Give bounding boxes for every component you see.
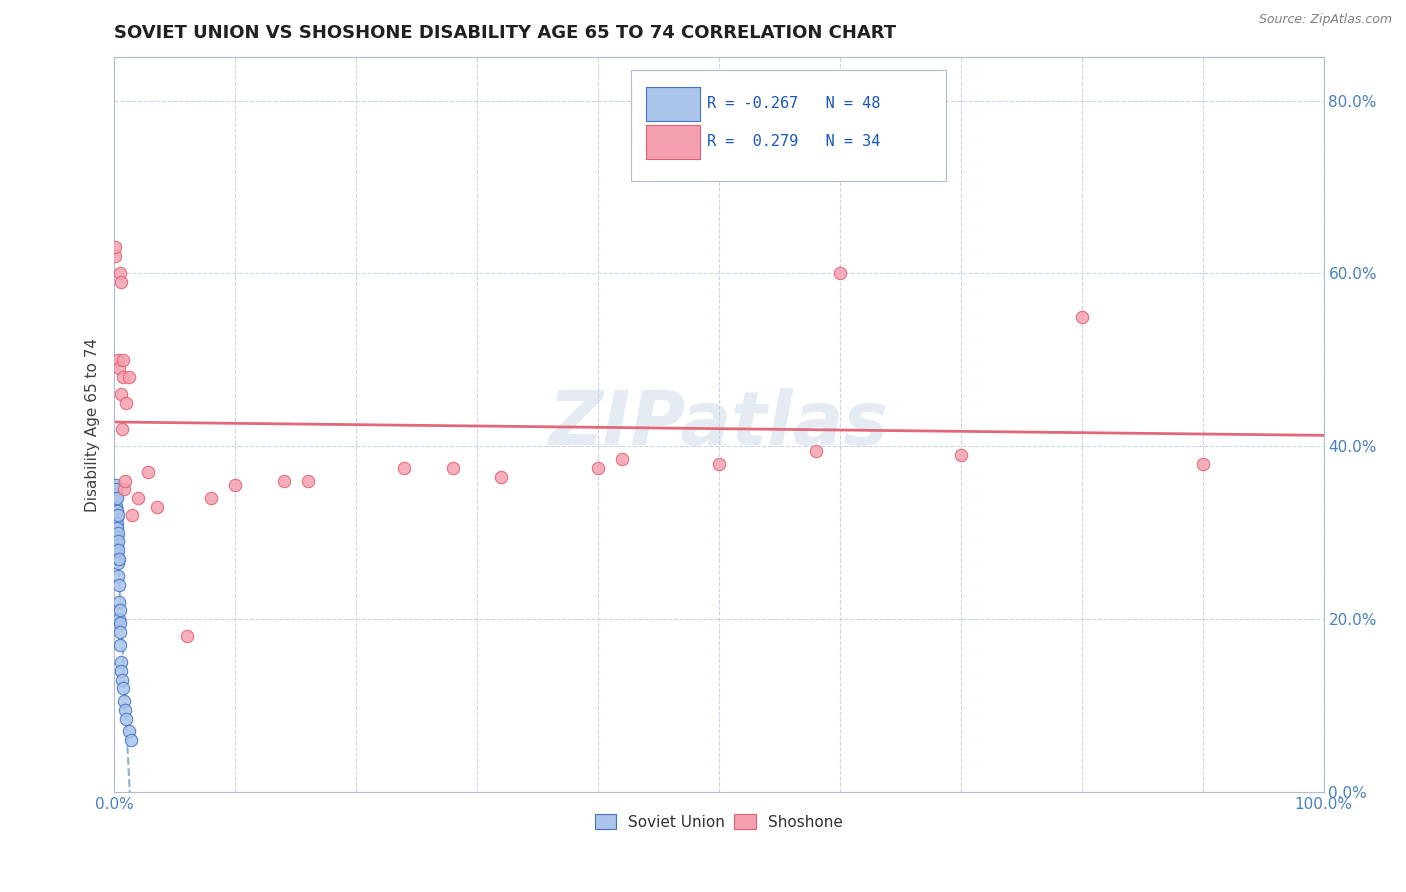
Point	[136, 465, 159, 479]
Point	[107, 352, 129, 367]
Point	[108, 603, 131, 617]
Point	[120, 733, 142, 747]
Point	[121, 508, 143, 523]
Point	[610, 452, 633, 467]
Point	[297, 474, 319, 488]
Point	[112, 483, 135, 497]
Point	[108, 595, 131, 609]
Point	[105, 504, 128, 518]
Point	[107, 551, 129, 566]
Point	[105, 530, 128, 544]
Point	[111, 370, 134, 384]
FancyBboxPatch shape	[647, 125, 700, 159]
Point	[107, 569, 129, 583]
Point	[107, 534, 129, 549]
Point	[108, 612, 131, 626]
Point	[441, 461, 464, 475]
Point	[1070, 310, 1092, 324]
Point	[104, 525, 127, 540]
Point	[127, 491, 149, 505]
Point	[112, 352, 135, 367]
Point	[104, 483, 127, 497]
Point	[108, 625, 131, 640]
Text: SOVIET UNION VS SHOSHONE DISABILITY AGE 65 TO 74 CORRELATION CHART: SOVIET UNION VS SHOSHONE DISABILITY AGE …	[114, 24, 896, 42]
Point	[114, 474, 136, 488]
Point	[489, 469, 512, 483]
Point	[949, 448, 972, 462]
Point	[176, 629, 198, 643]
Point	[104, 491, 127, 505]
Point	[107, 577, 129, 591]
Point	[110, 387, 132, 401]
Point	[108, 616, 131, 631]
Point	[110, 664, 132, 678]
Point	[828, 267, 851, 281]
Point	[115, 396, 138, 410]
Point	[105, 521, 128, 535]
Point	[104, 249, 127, 263]
Point	[107, 508, 129, 523]
Point	[107, 551, 129, 566]
FancyBboxPatch shape	[631, 70, 946, 181]
Point	[111, 673, 134, 687]
Point	[105, 500, 128, 514]
Point	[1191, 457, 1213, 471]
Legend: Soviet Union, Shoshone: Soviet Union, Shoshone	[589, 808, 849, 836]
Point	[105, 521, 128, 535]
Point	[105, 510, 128, 524]
Point	[104, 240, 127, 254]
Point	[104, 478, 127, 492]
Point	[104, 516, 127, 531]
Point	[104, 508, 127, 523]
Text: Source: ZipAtlas.com: Source: ZipAtlas.com	[1258, 13, 1392, 27]
Point	[105, 504, 128, 518]
Point	[394, 461, 416, 475]
Point	[107, 547, 129, 561]
Point	[105, 483, 128, 497]
Point	[105, 513, 128, 527]
Point	[108, 361, 131, 376]
Point	[111, 681, 134, 696]
Point	[804, 443, 827, 458]
Point	[110, 656, 132, 670]
Point	[110, 275, 132, 289]
Point	[105, 491, 128, 505]
Point	[108, 267, 131, 281]
Point	[115, 711, 138, 725]
Text: ZIPatlas: ZIPatlas	[548, 388, 889, 461]
Point	[111, 422, 134, 436]
Point	[145, 500, 167, 514]
Point	[273, 474, 295, 488]
FancyBboxPatch shape	[647, 87, 700, 120]
Point	[105, 491, 128, 505]
Y-axis label: Disability Age 65 to 74: Disability Age 65 to 74	[86, 338, 100, 512]
Point	[118, 724, 141, 739]
Point	[118, 370, 141, 384]
Text: R = -0.267   N = 48: R = -0.267 N = 48	[707, 96, 880, 112]
Point	[105, 516, 128, 531]
Point	[114, 703, 136, 717]
Point	[105, 530, 128, 544]
Point	[200, 491, 222, 505]
Point	[707, 457, 730, 471]
Point	[586, 461, 609, 475]
Point	[105, 487, 128, 501]
Text: R =  0.279   N = 34: R = 0.279 N = 34	[707, 135, 880, 149]
Point	[107, 525, 129, 540]
Point	[224, 478, 246, 492]
Point	[107, 556, 129, 570]
Point	[105, 508, 128, 523]
Point	[105, 539, 128, 553]
Point	[112, 694, 135, 708]
Point	[107, 543, 129, 558]
Point	[110, 638, 132, 652]
Point	[104, 500, 127, 514]
